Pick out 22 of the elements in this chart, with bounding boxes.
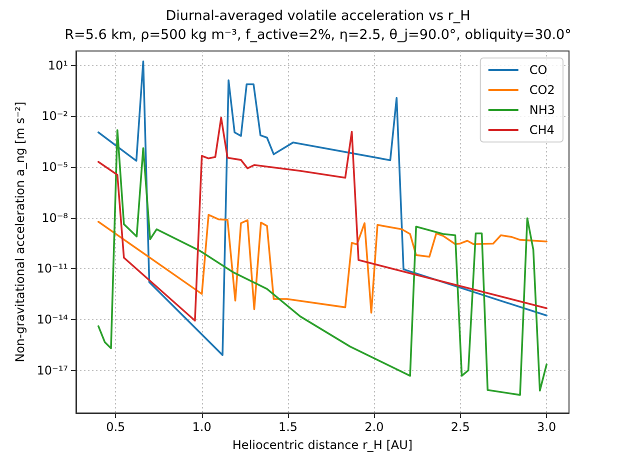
y-tick-label: 10⁻² [42, 109, 68, 124]
x-tick-label: 2.5 [450, 420, 470, 434]
chart-subtitle: R=5.6 km, ρ=500 kg m⁻³, f_active=2%, η=2.5, θ_j=90.0°, obliquity=30.0° [64, 27, 572, 43]
x-tick-label: 0.5 [106, 420, 126, 434]
legend-label: CH4 [529, 123, 554, 137]
y-axis-title: Non-gravitational acceleration a_ng [m s⁻²] [12, 102, 27, 362]
y-tick-label: 10⁻⁸ [42, 210, 68, 225]
legend-label: NH3 [529, 103, 556, 117]
x-tick-label: 1.5 [278, 420, 298, 434]
y-tick-label: 10¹ [48, 58, 68, 72]
y-tick-label: 10⁻¹⁷ [36, 363, 68, 378]
x-tick-label: 2.0 [364, 420, 384, 434]
y-tick-label: 10⁻¹⁴ [36, 312, 68, 326]
legend-label: CO2 [529, 83, 555, 97]
line-series [98, 214, 548, 314]
x-tick-label: 3.0 [537, 420, 556, 434]
legend-label: CO [529, 63, 548, 77]
x-tick-label: 1.0 [192, 420, 212, 434]
chart-title: Diurnal-averaged volatile acceleration vs r_H [166, 8, 470, 24]
y-tick-label: 10⁻⁵ [42, 160, 68, 174]
x-axis-title: Heliocentric distance r_H [AU] [232, 438, 413, 452]
y-tick-label: 10⁻¹¹ [36, 262, 68, 276]
